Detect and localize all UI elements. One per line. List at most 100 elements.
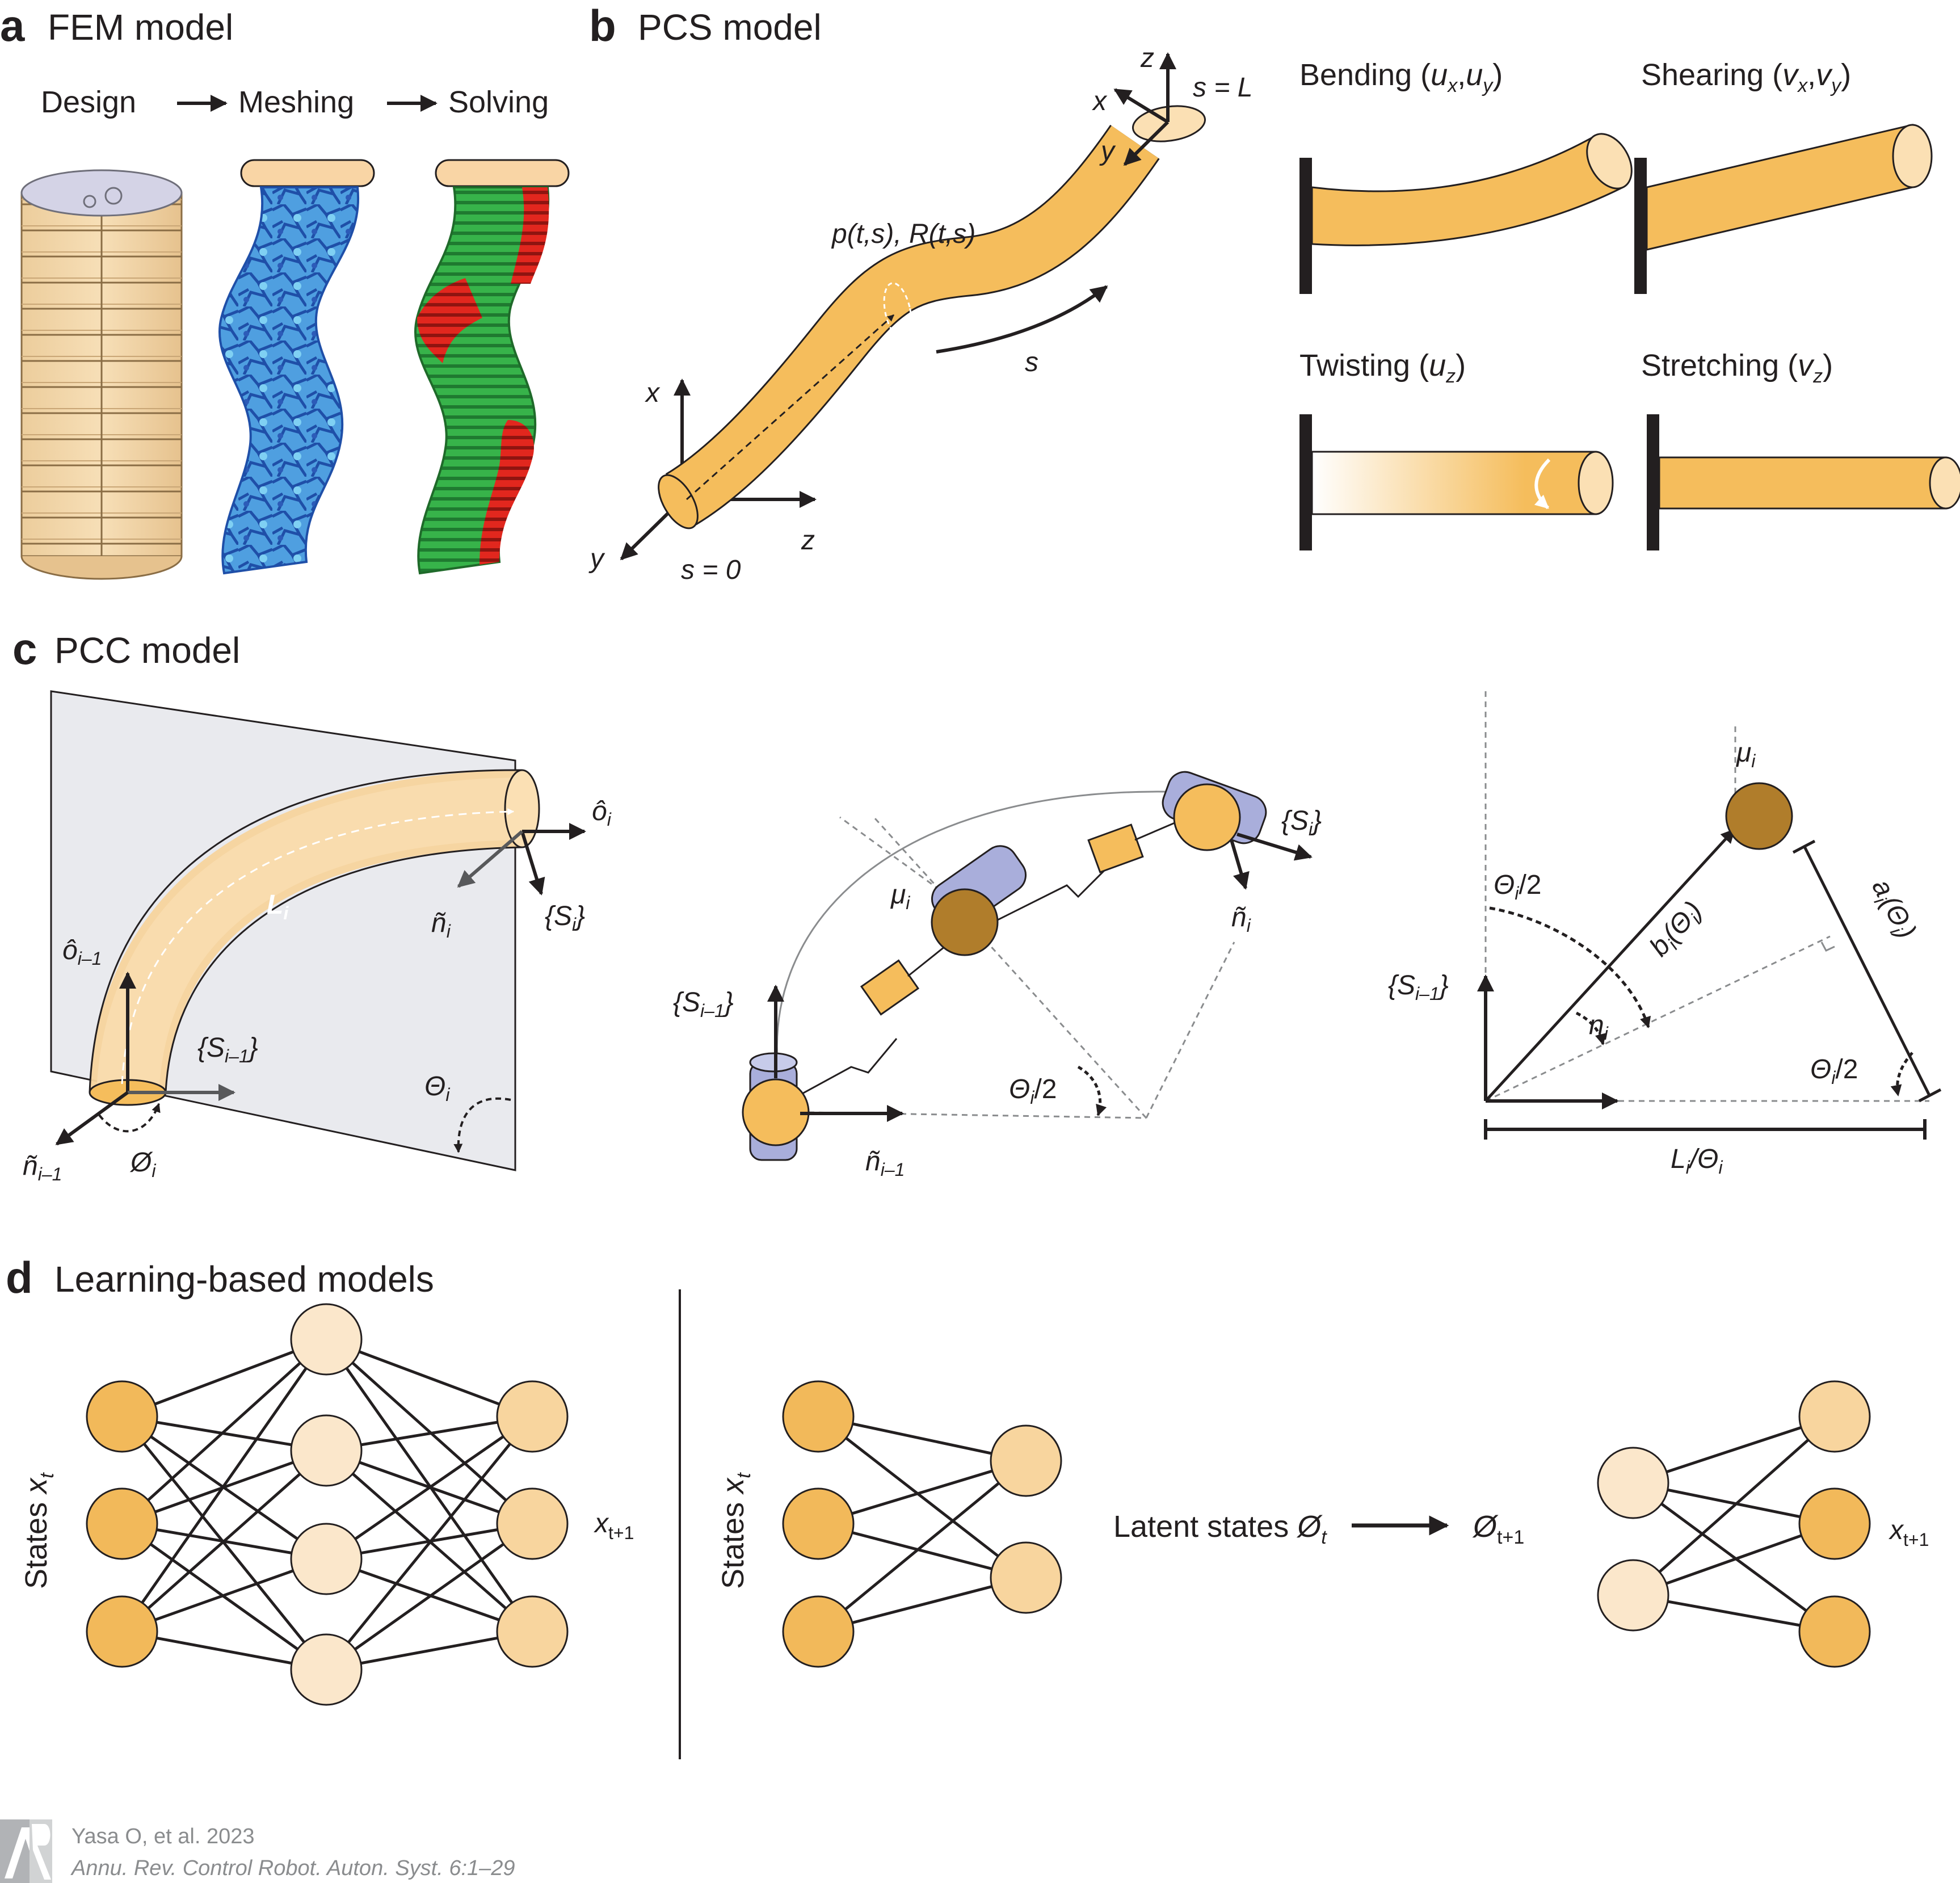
b-start-label: s = 0: [681, 555, 741, 585]
d-decoder-output-node: [1798, 1380, 1871, 1453]
pcc-middle: μi {Si} {Si–1} ñi ñi–1 Θi/2: [673, 771, 1322, 1180]
d-left-hidden-node: [290, 1523, 363, 1595]
b-base-z-label: z: [801, 526, 815, 556]
annual-reviews-logo: [0, 1819, 52, 1883]
d-decoder-output-node: [1798, 1595, 1871, 1668]
c-mid-mu-label: μi: [890, 880, 910, 913]
c-left-frame-i-arrow: [520, 831, 545, 896]
panel-a-letter: a: [0, 1, 25, 51]
step-design: Design: [41, 85, 136, 119]
step-meshing: Meshing: [238, 85, 354, 119]
d-left-states-label: States xt: [19, 1472, 58, 1589]
d-left-hidden-node: [290, 1414, 363, 1487]
c-left-n-prev-arrow: [55, 1091, 129, 1146]
b-pose-label: p(t,s), R(t,s): [831, 219, 975, 249]
c-mid-base-node: [742, 1078, 810, 1146]
d-decoder-output-node: [1798, 1487, 1871, 1560]
pcs-tube: [658, 105, 1206, 529]
b-base-x-label: x: [645, 378, 661, 408]
c-mid-theta-label: Θi/2: [1009, 1074, 1057, 1108]
mode-bending-title: Bending (ux,uy): [1299, 58, 1503, 96]
d-right-states-label: States xt: [716, 1472, 755, 1589]
panel-b-letter: b: [589, 1, 616, 51]
step-solving: Solving: [448, 85, 549, 119]
mode-stretching: Stretching (vz): [1641, 348, 1960, 550]
panel-a-title: FEM model: [48, 7, 233, 48]
d-latent-label: Latent states Øt: [1113, 1510, 1327, 1548]
b-arc-arrow: [936, 285, 1108, 354]
c-right-b-label: bi(Θi): [1644, 896, 1711, 964]
c-mid-mu-node: [931, 888, 999, 956]
c-left-frame-i-label: {Si}: [545, 901, 585, 935]
d-encoder-latent-node: [990, 1424, 1062, 1497]
d-left-input-node: [86, 1487, 158, 1560]
c-mid-n-prev-label: ñi–1: [865, 1146, 905, 1180]
b-tip-y-axis: [1123, 120, 1170, 166]
c-right-length-label: Li/Θi: [1671, 1144, 1723, 1178]
mode-twisting: Twisting (uz): [1299, 348, 1614, 550]
d-decoder-latent-node: [1597, 1447, 1669, 1519]
c-mid-frame-prev-label: {Si–1}: [673, 987, 734, 1021]
pcc-right: μi Θi/2 bi(Θi) ai(Θi) ni Θi/2 {Si–1} Li/…: [1388, 691, 1942, 1178]
b-tip-x-axis: [1113, 88, 1169, 124]
panel-c-title: PCC model: [54, 630, 240, 671]
b-base-y-label: y: [588, 544, 605, 574]
c-mid-tip-node: [1173, 783, 1241, 851]
c-left-length: Li: [267, 890, 289, 923]
b-tip-y-label: y: [1099, 136, 1116, 166]
c-right-theta-top-label: Θi/2: [1494, 870, 1541, 903]
c-right-mu-label: μi: [1735, 738, 1756, 771]
c-left-theta-label: Θi: [424, 1071, 450, 1105]
citation-line2: Annu. Rev. Control Robot. Auton. Syst. 6…: [70, 1856, 515, 1880]
d-network-left: [120, 1338, 534, 1671]
b-tip-z-label: z: [1140, 43, 1154, 73]
c-left-phi-label: Øi: [129, 1148, 156, 1181]
mode-shearing-title: Shearing (vx,vy): [1641, 58, 1851, 96]
d-encoder-input-node: [782, 1595, 855, 1668]
c-left-o-i-label: ôi: [592, 796, 612, 830]
panel-d: d Learning-based models States xt xt+1: [6, 1252, 1929, 1759]
b-end-label: s = L: [1193, 73, 1252, 103]
d-decoder-next-label: xt+1: [1889, 1515, 1929, 1550]
c-mid-frame-i-label: {Si}: [1281, 806, 1322, 839]
panel-c-letter: c: [12, 624, 37, 674]
c-left-n-i-label: ñi: [431, 908, 451, 941]
c-right-frame-prev-label: {Si–1}: [1388, 970, 1449, 1004]
c-right-mu-node: [1725, 782, 1793, 850]
pcc-left: Li ôi ôi–1 ñi ñi–1 {Si} {Si–1} Øi Θi: [23, 690, 612, 1184]
d-decoder-latent-node: [1597, 1559, 1669, 1632]
panel-c: c PCC model Li ôi ôi–1 ñi ñi–1 {Si}: [12, 624, 1942, 1184]
d-left-hidden-node: [290, 1633, 363, 1706]
citation: Yasa O, et al. 2023 Annu. Rev. Control R…: [0, 1819, 515, 1883]
mode-stretching-title: Stretching (vz): [1641, 348, 1833, 387]
c-left-n-i-arrow: [457, 830, 523, 888]
c-right-theta-bottom-label: Θi/2: [1810, 1054, 1858, 1088]
b-tip-x-label: x: [1092, 86, 1108, 116]
citation-line1: Yasa O, et al. 2023: [71, 1825, 255, 1848]
d-left-next-label: xt+1: [594, 1508, 634, 1543]
panel-b: b PCS model x z y p(t,s), R(t,s) s s = 0…: [588, 1, 1960, 585]
panel-d-title: Learning-based models: [54, 1259, 434, 1300]
c-right-n-label: ni: [1589, 1010, 1609, 1044]
mode-twisting-title: Twisting (uz): [1299, 348, 1466, 387]
design-cylinder: [20, 169, 183, 580]
d-left-input-node: [86, 1595, 158, 1668]
c-left-theta-arc: [453, 1097, 511, 1153]
d-left-hidden-node: [290, 1303, 363, 1376]
panel-b-title: PCS model: [638, 7, 822, 48]
mode-shearing: Shearing (vx,vy): [1634, 58, 1933, 294]
c-left-frame-prev-label: {Si–1}: [197, 1033, 258, 1066]
c-left-o-prev-label: ôi–1: [62, 935, 102, 969]
c-left-n-prev-label: ñi–1: [23, 1151, 62, 1184]
d-left-output-node: [496, 1487, 569, 1560]
c-right-a-label: ai(Θi): [1863, 874, 1922, 945]
d-left-input-node: [86, 1380, 158, 1453]
d-encoder-input-node: [782, 1380, 855, 1453]
mode-bending: Bending (ux,uy): [1299, 58, 1633, 294]
d-left-output-node: [496, 1380, 569, 1453]
c-left-phi-arc: [98, 1103, 161, 1133]
d-encoder-input-node: [782, 1487, 855, 1560]
c-mid-n-i-label: ñi: [1231, 902, 1251, 936]
d-latent-next-label: Øt+1: [1472, 1510, 1524, 1548]
